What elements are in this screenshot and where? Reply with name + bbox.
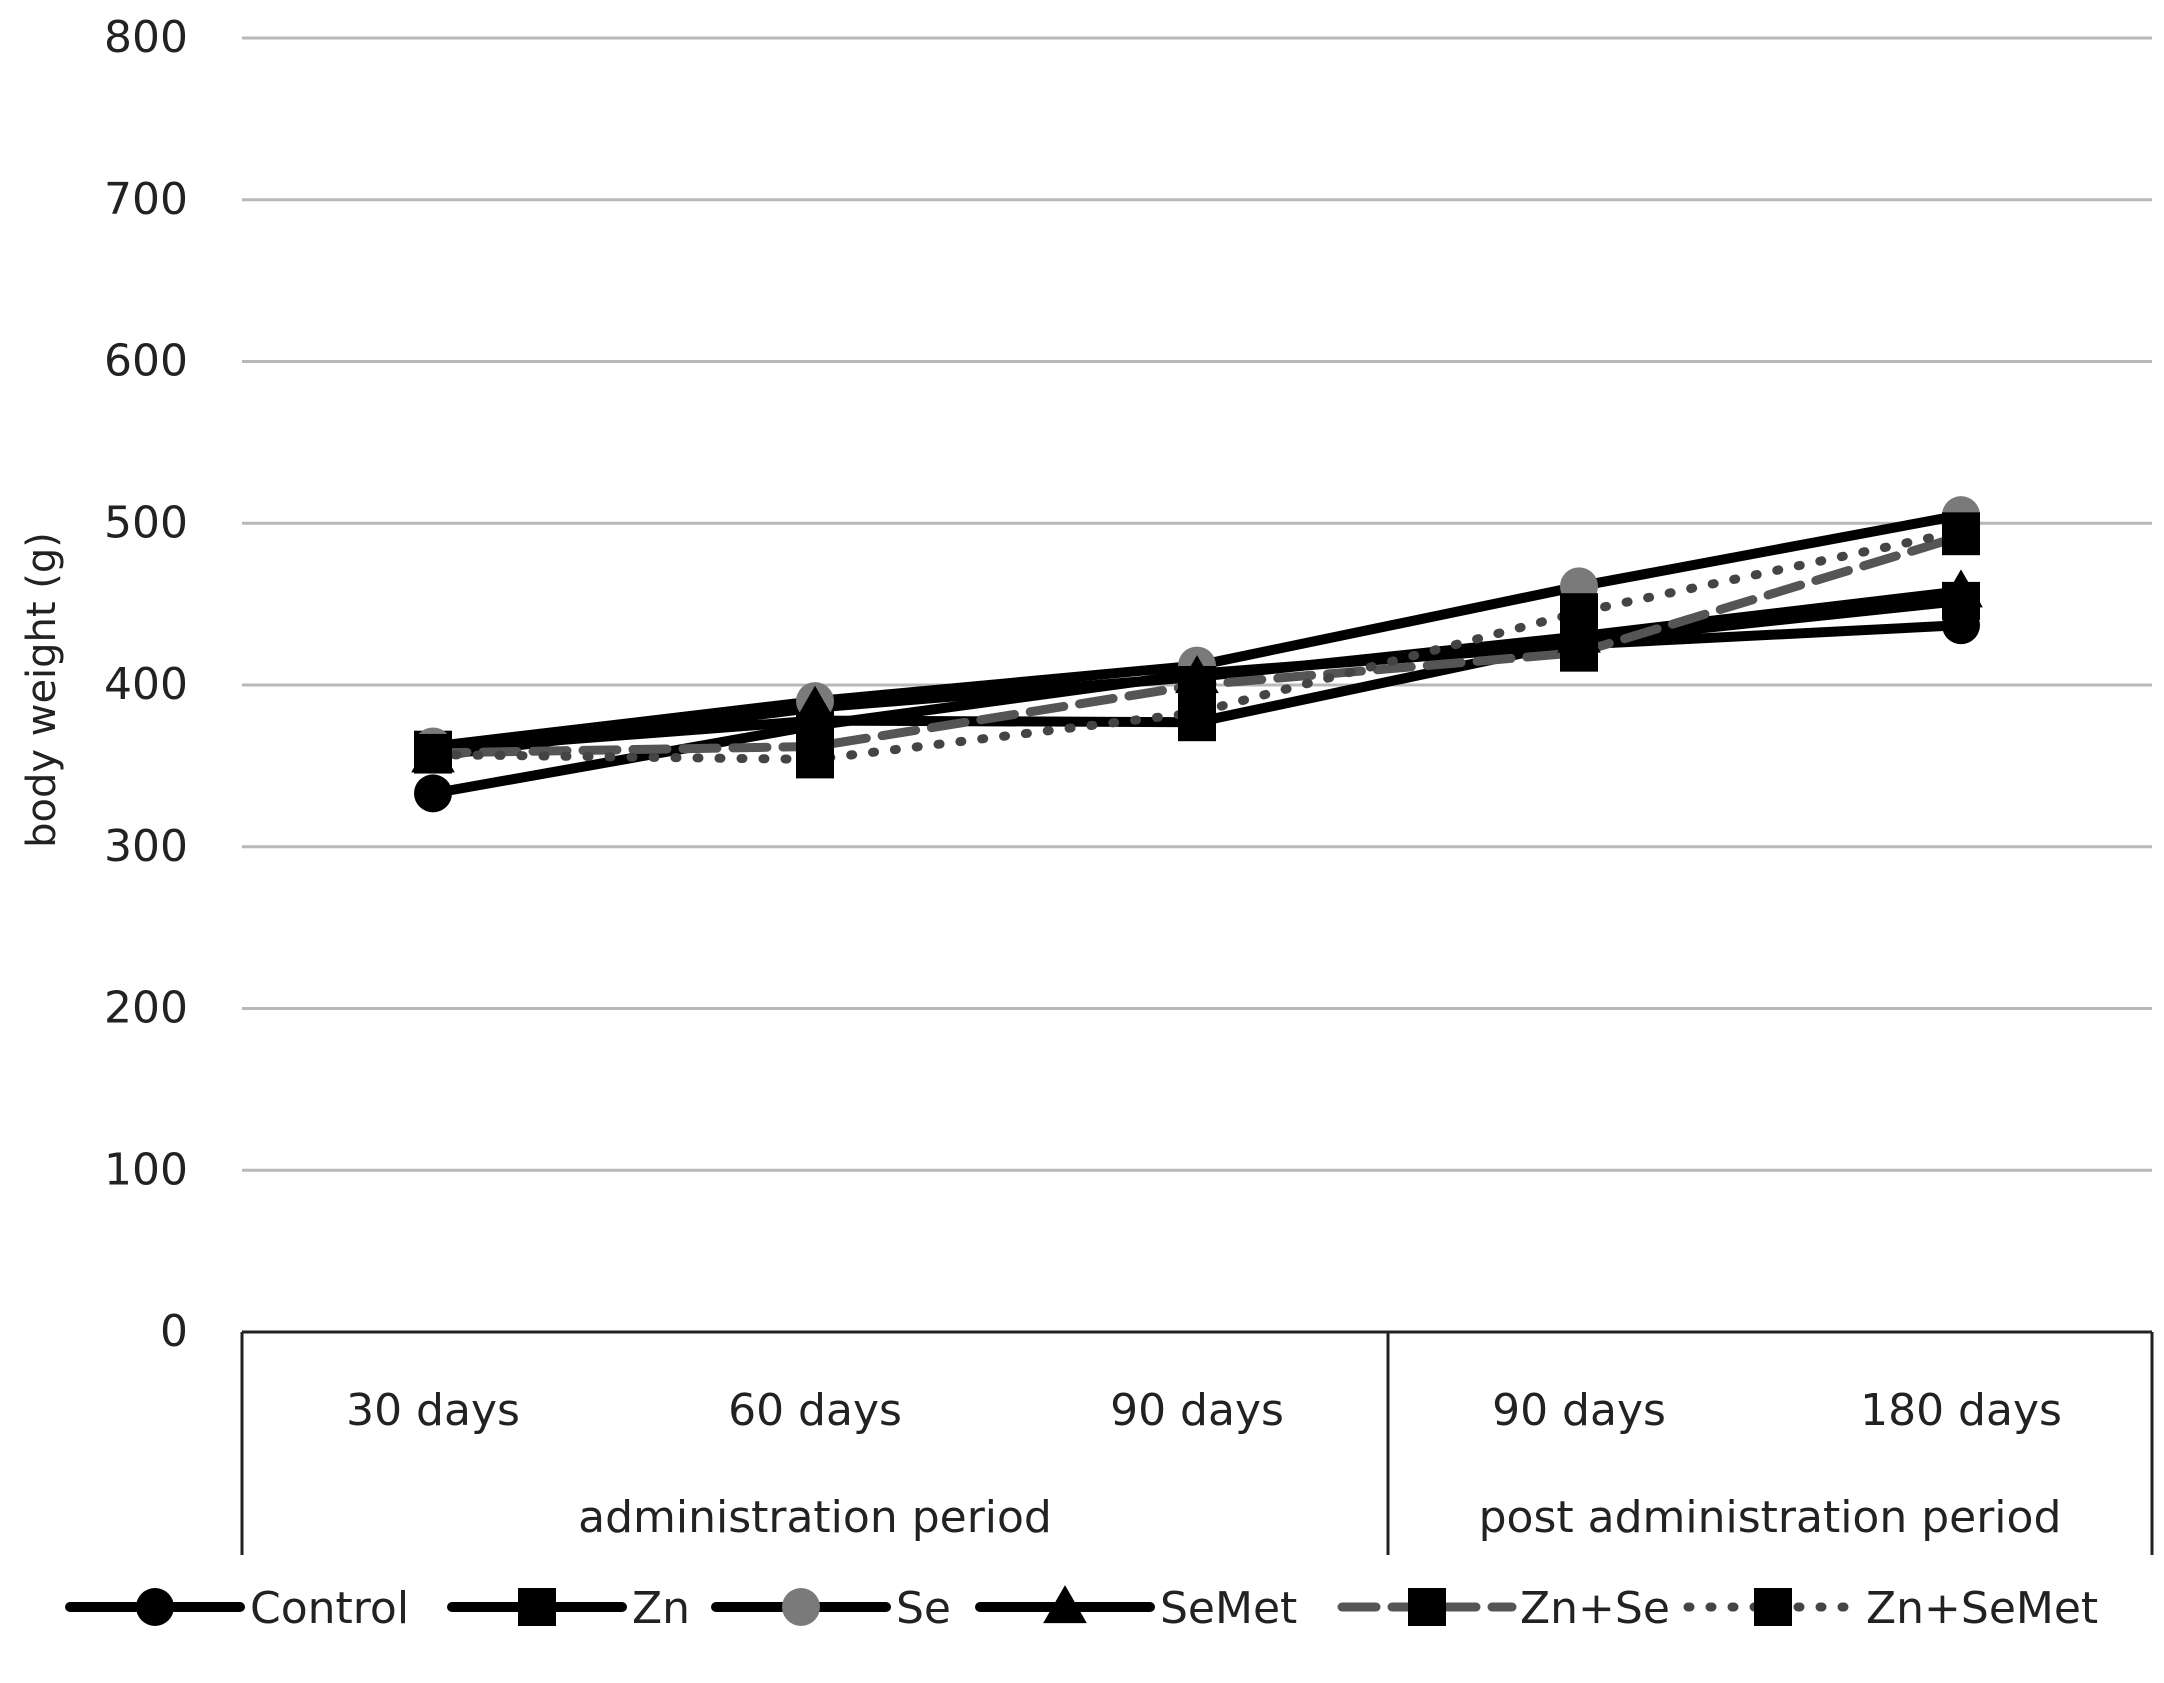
data-point-zn-semet xyxy=(1178,693,1216,732)
y-tick-label: 800 xyxy=(104,12,188,63)
data-point-zn-semet xyxy=(1560,593,1598,632)
legend-item-se: Se xyxy=(711,1583,951,1634)
data-point-zn-semet xyxy=(796,740,834,779)
legend-item-zn-se: Zn+Se xyxy=(1337,1583,1670,1634)
x-tick-label: 180 days xyxy=(1860,1385,2062,1436)
y-tick-label: 100 xyxy=(104,1144,188,1195)
x-tick-label: 60 days xyxy=(728,1385,902,1436)
y-tick-label: 0 xyxy=(160,1306,188,1357)
data-point-zn-semet xyxy=(414,735,452,774)
y-tick-label: 700 xyxy=(104,174,188,225)
data-point-semet xyxy=(1939,569,1983,608)
data-point-zn-semet xyxy=(1942,512,1980,551)
legend-label: Zn+SeMet xyxy=(1866,1583,2098,1634)
y-tick-label: 300 xyxy=(104,821,188,872)
legend-item-control: Control xyxy=(65,1583,409,1634)
x-tick-label: 90 days xyxy=(1110,1385,1284,1436)
data-point-semet xyxy=(793,685,837,724)
legend-label: Se xyxy=(896,1583,951,1634)
axes: 0 100 200 300 400 500 600 700 800 30 days 60 days 9… xyxy=(104,12,2154,1555)
y-tick-label: 500 xyxy=(104,497,188,548)
data-point-control xyxy=(414,774,452,813)
x-tick-label: 30 days xyxy=(346,1385,520,1436)
legend-label: Zn+Se xyxy=(1520,1583,1670,1634)
gridlines xyxy=(242,36,2152,1172)
legend-item-zn: Zn xyxy=(447,1583,690,1634)
legend-marker xyxy=(1408,1588,1446,1626)
y-tick-label: 400 xyxy=(104,659,188,710)
legend-marker xyxy=(518,1588,556,1626)
legend-marker xyxy=(136,1588,174,1626)
x-tick-label: 90 days xyxy=(1492,1385,1666,1436)
legend-label: SeMet xyxy=(1160,1583,1297,1634)
legend-item-semet: SeMet xyxy=(975,1583,1297,1634)
legend-marker xyxy=(782,1588,820,1626)
legend-item-zn-semet: Zn+SeMet xyxy=(1683,1583,2098,1634)
data-point-zn-se xyxy=(1560,633,1598,672)
x-group-label: administration period xyxy=(578,1492,1052,1543)
legend-marker xyxy=(1043,1585,1087,1624)
series-markers xyxy=(411,496,1983,813)
x-group-label: post administration period xyxy=(1479,1492,2062,1543)
legend-label: Zn xyxy=(632,1583,690,1634)
legend-label: Control xyxy=(250,1583,409,1634)
y-axis-label: body weight (g) xyxy=(19,532,65,848)
y-tick-label: 600 xyxy=(104,336,188,387)
legend: Control Zn Se SeMet Zn+Se Zn+SeMet xyxy=(65,1583,2098,1634)
y-tick-label: 200 xyxy=(104,983,188,1034)
legend-marker xyxy=(1754,1588,1792,1626)
